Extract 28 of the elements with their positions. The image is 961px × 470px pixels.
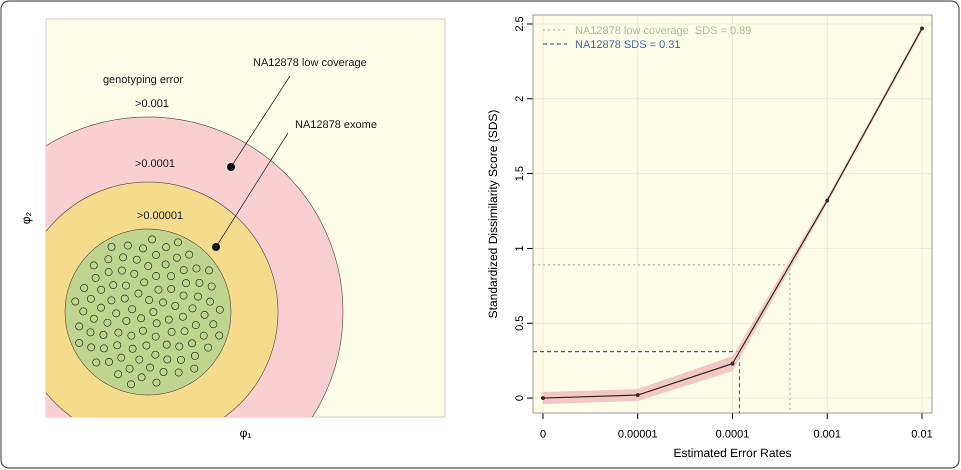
- text: φ₂: [19, 211, 33, 224]
- text: >0.0001: [134, 158, 176, 170]
- text: NA12878 exome: [295, 119, 377, 131]
- text: >0.00001: [136, 210, 184, 222]
- legend-label: NA12878 low coverage SDS = 0.89: [575, 25, 752, 37]
- y-axis-title: Standardized Dissimilarity Score (SDS): [486, 110, 500, 318]
- point: [636, 393, 640, 397]
- y-tick-label: 0: [514, 394, 526, 402]
- point: [541, 396, 545, 400]
- x-axis-title: Estimated Error Rates: [673, 446, 792, 460]
- y-tick-label: 1.5: [514, 166, 526, 182]
- text: >0.001: [135, 98, 169, 110]
- point: [730, 362, 734, 366]
- x-tick-label: 0.01: [911, 428, 933, 440]
- x-tick-label: 0.00001: [618, 428, 658, 440]
- legend-label: NA12878 SDS = 0.31: [575, 39, 680, 51]
- x-tick-label: 0: [540, 428, 546, 440]
- point: [920, 26, 924, 30]
- text: φ₁: [240, 426, 252, 440]
- x-tick-label: 0.001: [813, 428, 842, 440]
- point: [825, 198, 830, 202]
- text: genotyping error: [102, 74, 184, 86]
- x-tick-label: 0.0001: [716, 428, 750, 440]
- text: NA12878 low coverage: [253, 57, 367, 69]
- y-tick-label: 2.5: [514, 16, 526, 32]
- y-tick-label: 0.5: [514, 316, 526, 331]
- y-tick-label: 1: [514, 245, 526, 252]
- y-tick-label: 2: [514, 96, 526, 102]
